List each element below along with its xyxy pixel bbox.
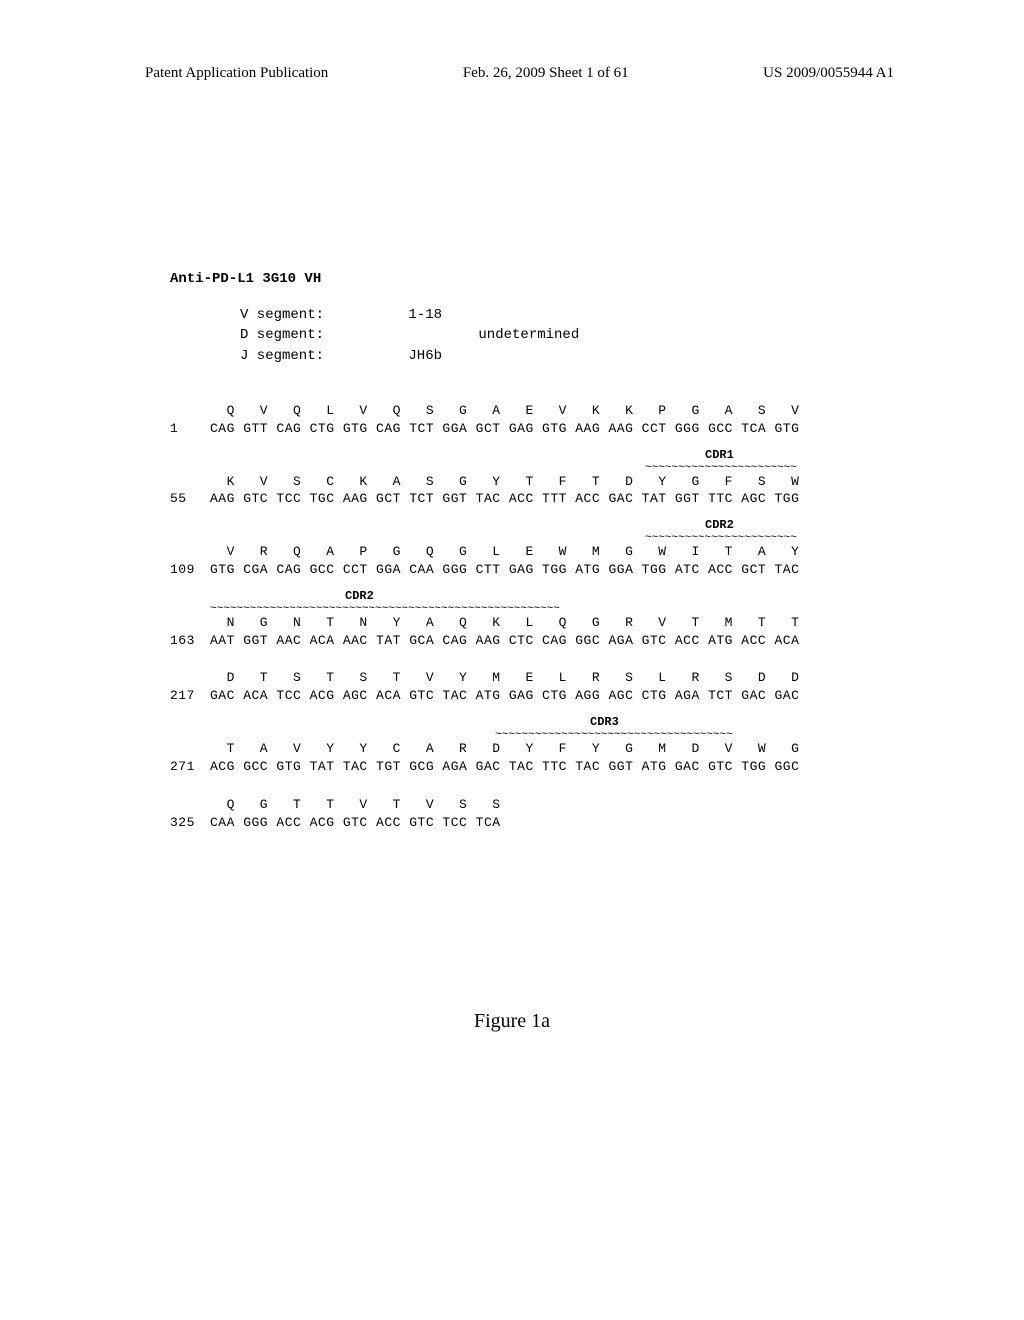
position-number: 163 <box>170 633 210 650</box>
cdr-underline: ~~~~~~~~~~~~~~~~~~~~~~~~~~~~~~~~~~~~~~~~… <box>210 602 560 616</box>
sequence-row-group: CDR2~~~~~~~~~~~~~~~~~~~~~~~~~~~~~~~~~~~~… <box>170 615 890 650</box>
nucleotide-line: 1CAG GTT CAG CTG GTG CAG TCT GGA GCT GAG… <box>170 421 890 438</box>
j-segment: J segment: JH6b <box>240 347 890 365</box>
nt-sequence: GTG CGA CAG GCC CCT GGA CAA GGG CTT GAG … <box>210 562 799 577</box>
aa-sequence: Q V Q L V Q S G A E V K K P G A S V <box>210 403 799 418</box>
j-segment-value: JH6b <box>408 348 442 364</box>
aa-sequence: V R Q A P G Q G L E W M G W I T A Y <box>210 544 799 559</box>
amino-acid-line: N G N T N Y A Q K L Q G R V T M T T <box>170 615 890 632</box>
patent-header: Patent Application Publication Feb. 26, … <box>0 65 1024 82</box>
segment-info: V segment: 1-18 D segment: undetermined … <box>240 306 890 365</box>
position-number: 217 <box>170 688 210 705</box>
position-number: 325 <box>170 815 210 832</box>
aa-sequence: T A V Y Y C A R D Y F Y G M D V W G <box>210 741 799 756</box>
cdr-underline: ~~~~~~~~~~~~~~~~~~~~~~~ <box>645 531 797 545</box>
position-number: 109 <box>170 562 210 579</box>
sequence-row-group: Q V Q L V Q S G A E V K K P G A S V1CAG … <box>170 403 890 438</box>
amino-acid-line: D T S T S T V Y M E L R S L R S D D <box>170 670 890 687</box>
amino-acid-line: Q G T T V T V S S <box>170 797 890 814</box>
v-segment: V segment: 1-18 <box>240 306 890 324</box>
position-number: 271 <box>170 759 210 776</box>
figure-label: Figure 1a <box>0 1010 1024 1033</box>
amino-acid-line: K V S C K A S G Y T F T D Y G F S W <box>170 474 890 491</box>
sequence-row-group: CDR2~~~~~~~~~~~~~~~~~~~~~~~ V R Q A P G … <box>170 544 890 579</box>
amino-acid-line: T A V Y Y C A R D Y F Y G M D V W G <box>170 741 890 758</box>
sequence-row-group: Q G T T V T V S S325CAA GGG ACC ACG GTC … <box>170 797 890 832</box>
d-segment-label: D segment: <box>240 326 370 344</box>
cdr-underline: ~~~~~~~~~~~~~~~~~~~~~~~ <box>645 461 797 475</box>
nucleotide-line: 325CAA GGG ACC ACG GTC ACC GTC TCC TCA <box>170 815 890 832</box>
nucleotide-line: 109GTG CGA CAG GCC CCT GGA CAA GGG CTT G… <box>170 562 890 579</box>
amino-acid-line: V R Q A P G Q G L E W M G W I T A Y <box>170 544 890 561</box>
sequence-row-group: D T S T S T V Y M E L R S L R S D D217GA… <box>170 670 890 705</box>
j-segment-label: J segment: <box>240 347 370 365</box>
sequence-row-group: CDR1~~~~~~~~~~~~~~~~~~~~~~~ K V S C K A … <box>170 474 890 509</box>
nucleotide-line: 55AAG GTC TCC TGC AAG GCT TCT GGT TAC AC… <box>170 491 890 508</box>
d-segment: D segment: undetermined <box>240 326 890 344</box>
nucleotide-line: 217GAC ACA TCC ACG AGC ACA GTC TAC ATG G… <box>170 688 890 705</box>
aa-sequence: K V S C K A S G Y T F T D Y G F S W <box>210 474 799 489</box>
aa-sequence: N G N T N Y A Q K L Q G R V T M T T <box>210 615 799 630</box>
nt-sequence: CAG GTT CAG CTG GTG CAG TCT GGA GCT GAG … <box>210 421 799 436</box>
d-segment-value: undetermined <box>478 327 579 343</box>
nucleotide-line: 271ACG GCC GTG TAT TAC TGT GCG AGA GAC T… <box>170 759 890 776</box>
header-right: US 2009/0055944 A1 <box>763 65 894 82</box>
aa-sequence: Q G T T V T V S S <box>210 797 501 812</box>
v-segment-label: V segment: <box>240 306 370 324</box>
position-number: 1 <box>170 421 210 438</box>
nucleotide-line: 163AAT GGT AAC ACA AAC TAT GCA CAG AAG C… <box>170 633 890 650</box>
sequence-rows: Q V Q L V Q S G A E V K K P G A S V1CAG … <box>170 403 890 832</box>
nt-sequence: GAC ACA TCC ACG AGC ACA GTC TAC ATG GAG … <box>210 688 799 703</box>
nt-sequence: ACG GCC GTG TAT TAC TGT GCG AGA GAC TAC … <box>210 759 799 774</box>
aa-sequence: D T S T S T V Y M E L R S L R S D D <box>210 670 799 685</box>
nt-sequence: CAA GGG ACC ACG GTC ACC GTC TCC TCA <box>210 815 501 830</box>
sequence-title: Anti-PD-L1 3G10 VH <box>170 270 890 288</box>
cdr-underline: ~~~~~~~~~~~~~~~~~~~~~~~~~~~~~~~~~~~~ <box>495 728 733 742</box>
nt-sequence: AAG GTC TCC TGC AAG GCT TCT GGT TAC ACC … <box>210 491 799 506</box>
sequence-content: Anti-PD-L1 3G10 VH V segment: 1-18 D seg… <box>170 270 890 852</box>
header-center: Feb. 26, 2009 Sheet 1 of 61 <box>463 65 629 82</box>
header-left: Patent Application Publication <box>145 65 328 82</box>
sequence-row-group: CDR3~~~~~~~~~~~~~~~~~~~~~~~~~~~~~~~~~~~~… <box>170 741 890 776</box>
amino-acid-line: Q V Q L V Q S G A E V K K P G A S V <box>170 403 890 420</box>
v-segment-value: 1-18 <box>408 307 442 323</box>
nt-sequence: AAT GGT AAC ACA AAC TAT GCA CAG AAG CTC … <box>210 633 799 648</box>
position-number: 55 <box>170 491 210 508</box>
